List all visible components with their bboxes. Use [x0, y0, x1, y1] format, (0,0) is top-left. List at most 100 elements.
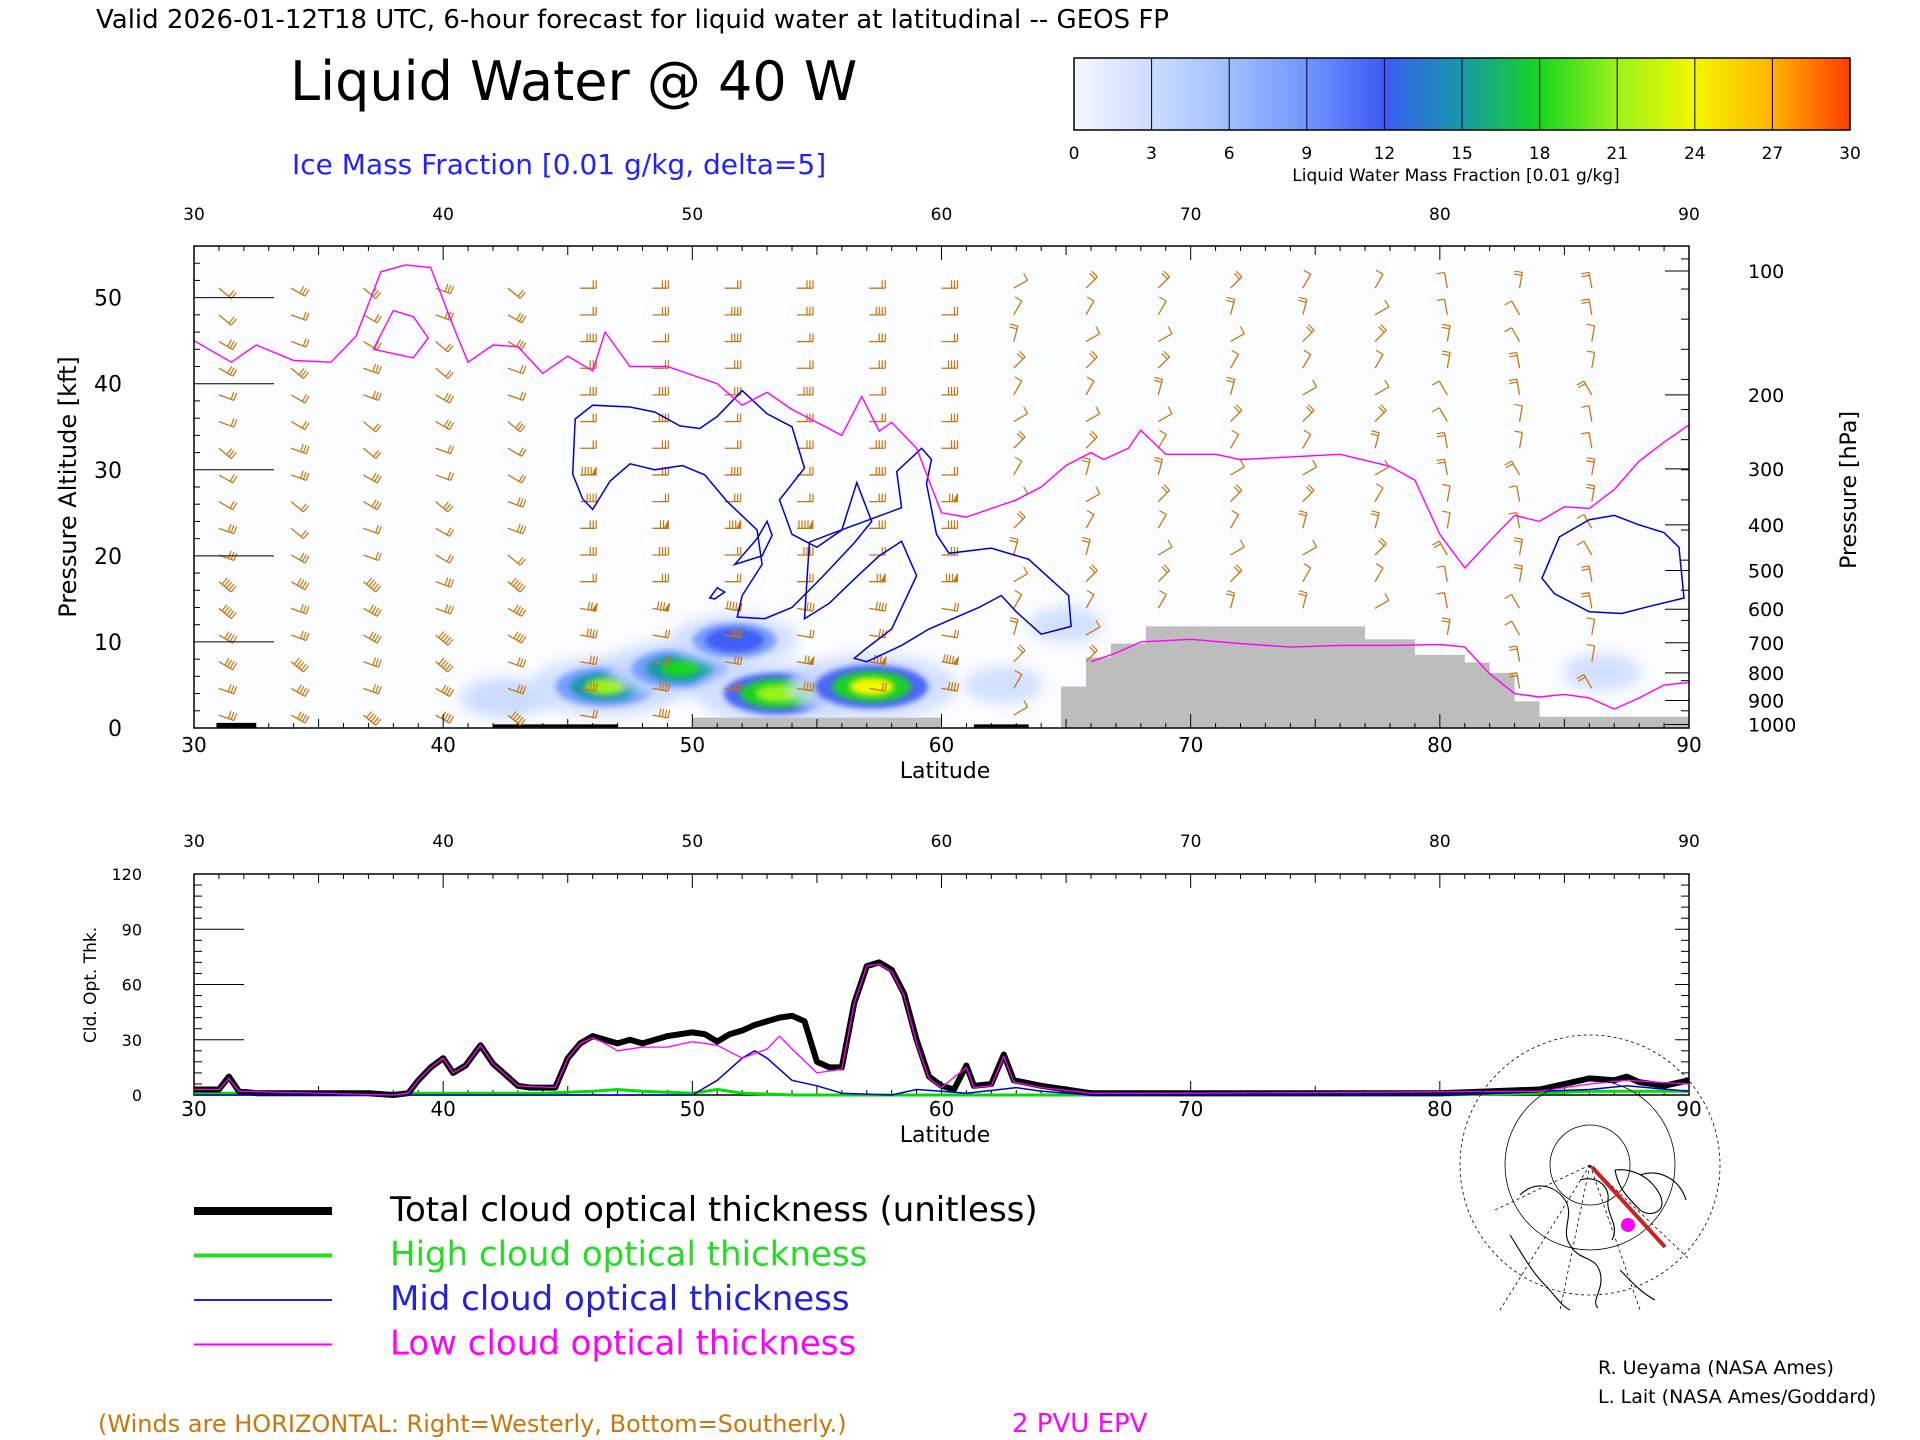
barb-feather [438, 631, 445, 638]
wind-barb [218, 524, 238, 535]
wind-barb [652, 629, 671, 639]
barb-staff [507, 687, 524, 695]
x-tick-label: 40 [430, 733, 455, 757]
wind-barb [796, 280, 814, 289]
barb-staff [435, 314, 451, 321]
x-tick-label: 50 [680, 733, 705, 757]
terrain-area [194, 626, 1689, 728]
barb-feather [945, 654, 949, 663]
colorbar-tick-label: 27 [1762, 144, 1784, 164]
barb-feather [375, 391, 379, 400]
barb-staff [1518, 272, 1523, 289]
barb-feather [586, 628, 590, 637]
barb-feather [1586, 323, 1595, 327]
barb-feather [449, 689, 455, 697]
wind-barb [1442, 483, 1451, 502]
barb-feather [226, 608, 233, 616]
wind-barb [363, 525, 382, 535]
barb-feather [1235, 564, 1243, 571]
barb-feather [595, 656, 598, 665]
barb-staff [1518, 432, 1523, 449]
wind-barb [290, 394, 310, 404]
liquid-water-core [705, 627, 765, 653]
barb-feather [1371, 510, 1380, 514]
barb-staff [1230, 466, 1245, 476]
wind-barb [218, 710, 238, 722]
wind-barb [652, 520, 669, 529]
barb-feather [375, 291, 382, 299]
barb-feather [305, 446, 310, 454]
barb-feather [518, 634, 524, 642]
barb-staff [1229, 379, 1236, 396]
barb-feather [1508, 672, 1517, 675]
wind-barb [435, 392, 455, 404]
barb-feather [1163, 484, 1171, 491]
barb-feather [221, 577, 228, 585]
wind-barb [941, 413, 959, 423]
barb-feather [519, 391, 524, 400]
barb-feather [1023, 486, 1029, 494]
barb-feather [444, 577, 449, 586]
wind-barb [869, 386, 886, 396]
wind-barb [290, 338, 310, 348]
barb-feather [518, 607, 524, 616]
barb-feather [519, 525, 524, 533]
barb-feather [1504, 460, 1512, 466]
barb-feather [230, 585, 237, 593]
barb-feather [447, 638, 454, 646]
epv-label: 2 PVU EPV [1012, 1409, 1148, 1439]
barb-feather [1081, 539, 1090, 544]
wind-barb [1081, 536, 1091, 556]
barb-feather [1239, 326, 1245, 334]
barb-feather [1091, 564, 1098, 571]
barb-feather [1023, 566, 1029, 574]
wind-barb [1157, 429, 1167, 449]
barb-staff [1591, 485, 1596, 502]
barb-staff [218, 420, 235, 428]
wind-barb [1009, 536, 1019, 556]
winds-note: (Winds are HORIZONTAL: Right=Westerly, B… [98, 1410, 847, 1438]
wind-barb [363, 711, 382, 726]
barb-staff [218, 581, 232, 593]
barb-feather [519, 718, 526, 726]
barb-feather [229, 660, 235, 669]
wind-barb [435, 444, 455, 455]
wind-barb [507, 524, 527, 535]
barb-feather [375, 718, 382, 726]
wind-barb [435, 501, 454, 513]
barb-feather [953, 602, 957, 611]
wind-barb [507, 604, 527, 617]
barb-feather [518, 340, 524, 349]
barb-feather [298, 661, 305, 669]
locator-map [1459, 1034, 1721, 1311]
x-tick-label: 60 [929, 733, 954, 757]
wind-barb [1085, 376, 1095, 396]
barb-feather [1508, 511, 1517, 515]
colorbar-tick-label: 30 [1839, 144, 1861, 164]
wind-barb [1013, 350, 1026, 369]
barb-staff [1085, 300, 1095, 316]
barb-feather [446, 687, 452, 696]
barb-feather [812, 629, 815, 638]
barb-feather [442, 634, 449, 642]
barb-feather [590, 602, 594, 611]
barb-feather [1378, 326, 1385, 333]
plot-background [194, 246, 1689, 728]
wind-barb [1081, 456, 1091, 476]
barb-feather [1370, 513, 1379, 517]
wind-barb [1298, 590, 1308, 609]
wind-barb [290, 684, 310, 697]
barb-feather [592, 709, 595, 718]
barb-staff [1591, 645, 1596, 662]
barb-feather [371, 499, 377, 507]
barb-feather [1161, 486, 1168, 493]
pressure-tick-label: 500 [1748, 560, 1784, 582]
barb-feather [1235, 484, 1243, 491]
barb-staff [290, 474, 307, 482]
wind-barb [218, 604, 237, 620]
wind-barb [1504, 593, 1521, 609]
wind-barb [363, 684, 382, 695]
barb-feather [228, 450, 235, 458]
wind-barb [435, 527, 455, 537]
barb-staff [1013, 380, 1023, 396]
